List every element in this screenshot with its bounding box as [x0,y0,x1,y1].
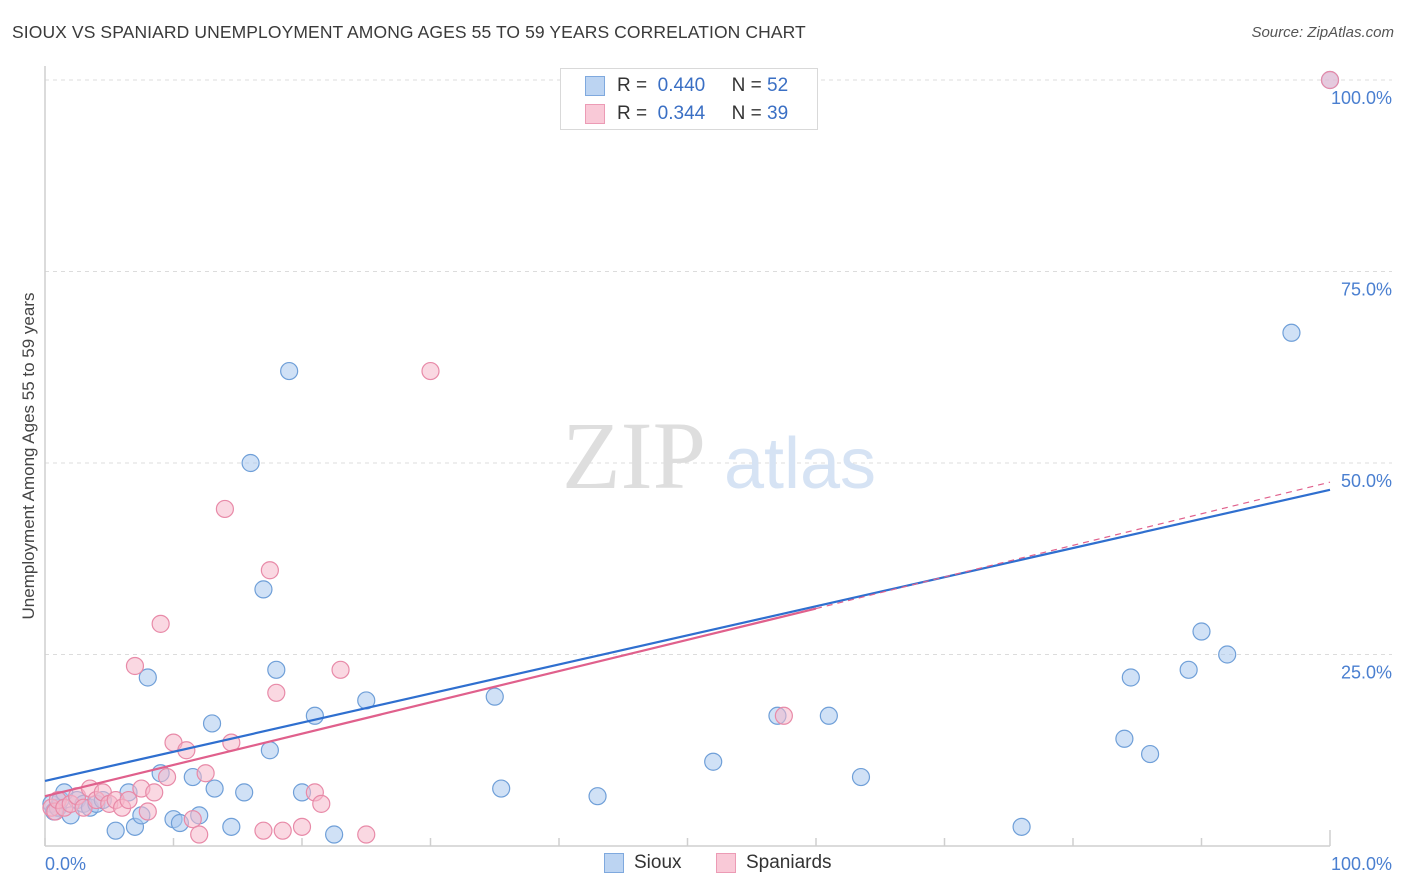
sioux-point [254,580,273,599]
grid-lines [45,79,1392,655]
sioux-point [241,453,260,473]
sioux-point [1192,622,1211,641]
sioux-point [485,687,504,706]
spaniard-point [331,660,350,679]
sioux-point [819,706,838,725]
spaniard-point [138,802,157,821]
sioux-point [1218,645,1237,664]
y-tick-label: 25.0% [1341,663,1392,683]
spaniard-trend-line [44,607,817,798]
legend-item-spaniards[interactable]: Spaniards [716,852,832,874]
legend-label-spaniards: Spaniards [746,852,832,873]
y-tick-label: 50.0% [1341,471,1392,491]
correlation-legend: R = 0.440 N = 52 R = 0.344 N = 39 [560,68,818,130]
y-tick-label: 75.0% [1341,280,1392,300]
spaniard-point [183,810,202,829]
sioux-point [1282,323,1301,342]
x-tick-label: 100.0% [1331,854,1392,874]
y-tick-label: 100.0% [1331,88,1392,108]
spaniard-point [273,821,292,840]
spaniard-point [119,790,138,810]
sioux-trend-line [44,488,1331,782]
trend-lines [44,481,1331,798]
legend-r-value: 0.440 [657,75,706,96]
sioux-swatch [585,76,605,96]
spaniard-point [260,561,279,580]
spaniards-swatch [716,853,736,873]
sioux-point [138,668,157,687]
sioux-point [325,825,344,844]
sioux-point [704,752,723,771]
sioux-point [260,741,279,760]
sioux-point [1012,817,1031,836]
sioux-point [222,817,241,836]
tick-labels: 100.0% 75.0% 50.0% 25.0% 0.0% 100.0% [45,88,1392,874]
spaniard-point [421,361,440,381]
spaniard-point [1320,70,1340,90]
sioux-point [492,779,511,798]
spaniards-swatch [585,104,605,124]
sioux-point [1121,668,1140,687]
legend-n-label: N = [731,103,762,124]
legend-n-value: 52 [767,75,789,96]
legend-label-sioux: Sioux [634,852,682,873]
spaniard-point [774,706,793,725]
spaniard-point [125,656,145,676]
sioux-point [588,787,607,806]
legend-r-label: R = [617,103,648,124]
legend-row-spaniards: R = 0.344 N = 39 [585,102,788,126]
legend-n-label: N = [731,75,762,96]
spaniard-trend-extension [815,481,1331,610]
spaniard-point [254,821,273,840]
x-tick-label: 0.0% [45,854,86,874]
watermark-zip: ZIP [562,402,706,509]
source-label: Source: ZipAtlas.com [1251,24,1394,41]
sioux-point [106,821,125,840]
spaniard-point [151,614,170,633]
sioux-point [267,660,286,679]
sioux-point [280,361,299,381]
sioux-point [235,783,254,802]
spaniard-point [215,499,234,519]
bottom-legend: Sioux Spaniards [0,852,1406,878]
watermark: ZIP atlas [562,402,876,509]
sioux-point [851,767,871,787]
sioux-point [1140,744,1160,764]
spaniard-point [292,817,312,836]
y-axis-label: Unemployment Among Ages 55 to 59 years [19,293,38,620]
legend-n-value: 39 [767,103,789,124]
spaniard-point [312,794,331,813]
spaniard-point [357,825,376,844]
spaniard-point [196,764,215,783]
legend-item-sioux[interactable]: Sioux [604,852,682,874]
sioux-point [1179,660,1198,679]
chart-title: SIOUX VS SPANIARD UNEMPLOYMENT AMONG AGE… [12,22,806,42]
watermark-atlas: atlas [724,424,876,504]
legend-r-value: 0.344 [657,103,706,124]
sioux-point [202,714,222,733]
legend-row-sioux: R = 0.440 N = 52 [585,74,788,98]
sioux-swatch [604,853,624,873]
sioux-point [1115,729,1134,748]
sioux-point [205,779,224,798]
spaniard-point [145,783,164,802]
spaniard-point [267,683,286,702]
legend-r-label: R = [617,75,648,96]
spaniard-point [190,825,209,844]
spaniard-point [157,767,177,787]
axes [44,66,1331,847]
